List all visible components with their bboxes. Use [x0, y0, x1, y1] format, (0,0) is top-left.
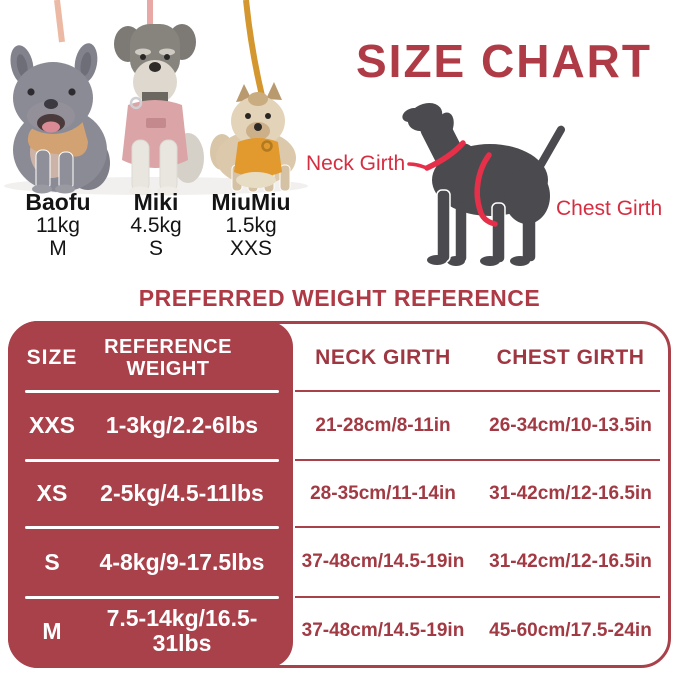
chest-girth-value: 45-60cm/17.5-24in — [489, 620, 652, 641]
table-row: XS 2-5kg/4.5-11lbs — [11, 460, 293, 527]
neck-girth-value: 21-28cm/8-11in — [315, 414, 451, 436]
table-row: 28-35cm/11-14in — [293, 460, 473, 527]
table-row: M 7.5-14kg/16.5-31lbs — [11, 597, 293, 665]
section-heading: PREFERRED WEIGHT REFERENCE — [138, 285, 541, 311]
size-table: SIZE REFERENCE WEIGHT NECK GIRTH CHEST G… — [8, 321, 671, 668]
dog-weight: 11kg — [36, 214, 80, 237]
weight-value: 2-5kg/4.5-11lbs — [100, 480, 264, 506]
dog-label-miki: Miki 4.5kg S — [108, 190, 204, 260]
row-separator — [25, 459, 279, 462]
row-separator — [295, 459, 660, 461]
row-separator — [295, 596, 660, 598]
size-value: XS — [36, 480, 68, 506]
col-header-reference-weight: REFERENCE WEIGHT — [104, 335, 232, 380]
weight-value: 7.5-14kg/16.5-31lbs — [106, 605, 258, 656]
neck-girth-strap — [424, 140, 466, 171]
dog-name: MiuMiu — [211, 189, 291, 215]
weight-value: 4-8kg/9-17.5lbs — [99, 548, 265, 575]
dog-weight: 4.5kg — [130, 214, 182, 237]
table-row: 21-28cm/8-11in — [293, 391, 473, 460]
col-header-size: SIZE — [26, 345, 78, 369]
table-row: 26-34cm/10-13.5in — [473, 391, 668, 460]
chest-girth-label: Chest Girth — [556, 197, 663, 220]
table-row: S 4-8kg/9-17.5lbs — [11, 527, 293, 597]
row-separator — [25, 390, 279, 393]
neck-girth-value: 28-35cm/11-14in — [310, 482, 456, 504]
table-row: 37-48cm/14.5-19in — [293, 597, 473, 665]
size-value: S — [44, 548, 60, 575]
table-row: 31-42cm/12-16.5in — [473, 527, 668, 597]
dog-silhouette-icon — [402, 102, 565, 266]
page-title: SIZE CHART — [356, 35, 652, 87]
table-row: 37-48cm/14.5-19in — [293, 527, 473, 597]
neck-girth-value: 37-48cm/14.5-19in — [301, 551, 465, 572]
table-header-chest: CHEST GIRTH — [473, 324, 668, 391]
col-header-chest-girth: CHEST GIRTH — [496, 345, 645, 369]
table-header-neck: NECK GIRTH — [293, 324, 473, 391]
dog-label-baofu: Baofu 11kg M — [10, 190, 106, 260]
dog-label-miumiu: MiuMiu 1.5kg XXS — [203, 190, 299, 260]
table-row: 31-42cm/12-16.5in — [473, 460, 668, 527]
chest-girth-value: 31-42cm/12-16.5in — [489, 551, 652, 572]
table-left-red-panel — [8, 321, 293, 668]
dog-size: S — [148, 237, 163, 260]
row-separator — [295, 526, 660, 528]
table-header-left: SIZE REFERENCE WEIGHT — [11, 324, 293, 391]
dog-schnauzer — [114, 24, 204, 196]
table-row: XXS 1-3kg/2.2-6lbs — [11, 391, 293, 460]
chest-girth-value: 31-42cm/12-16.5in — [489, 482, 652, 504]
dog-measurement-diagram — [402, 102, 565, 266]
row-separator — [25, 596, 279, 599]
size-value: XXS — [28, 412, 76, 438]
neck-girth-label: Neck Girth — [306, 152, 406, 175]
dog-size: XXS — [229, 237, 273, 260]
row-separator — [295, 390, 660, 392]
model-dogs-photo — [4, 0, 308, 196]
dog-french-bulldog — [10, 43, 110, 194]
dog-yorkie — [210, 82, 296, 193]
size-value: M — [42, 617, 62, 644]
weight-value: 1-3kg/2.2-6lbs — [105, 412, 259, 438]
dog-name: Baofu — [25, 189, 91, 215]
col-header-neck-girth: NECK GIRTH — [315, 345, 451, 369]
dog-name: Miki — [133, 189, 179, 215]
chest-girth-value: 26-34cm/10-13.5in — [489, 414, 652, 436]
row-separator — [25, 526, 279, 529]
leash-1 — [54, 0, 65, 43]
table-row: 45-60cm/17.5-24in — [473, 597, 668, 665]
chest-girth-strap — [474, 152, 498, 227]
neck-girth-value: 37-48cm/14.5-19in — [301, 620, 465, 641]
neck-girth-pointer — [407, 162, 429, 170]
dog-size: M — [49, 237, 67, 260]
dog-weight: 1.5kg — [225, 214, 277, 237]
